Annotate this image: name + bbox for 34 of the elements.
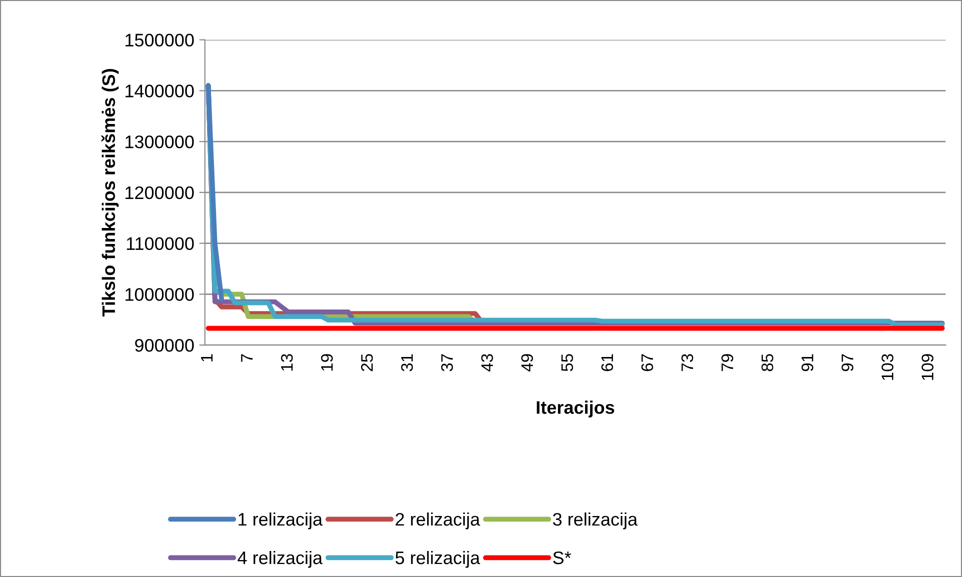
x-axis-title: Iteracijos — [536, 400, 614, 418]
x-tick-label: 49 — [521, 354, 534, 372]
y-tick-label: 1500000 — [126, 34, 194, 47]
y-tick-label: 1200000 — [126, 186, 194, 200]
legend-label: 1 relizacija — [238, 512, 323, 530]
x-tick-label: 19 — [321, 354, 333, 371]
x-tick-label: 31 — [401, 354, 413, 372]
y-tick-label: 1300000 — [126, 135, 194, 148]
x-tick-label: 91 — [802, 354, 814, 372]
x-tick-label: 67 — [641, 354, 654, 372]
x-tick-label: 7 — [241, 354, 253, 362]
x-tick-label: 25 — [361, 354, 373, 372]
x-tick-label: 85 — [761, 354, 774, 372]
x-tick-label: 55 — [561, 354, 574, 372]
legend-label: 5 relizacija — [396, 550, 480, 568]
x-tick-label: 109 — [922, 354, 934, 380]
legend-label: 2 relizacija — [396, 512, 480, 530]
y-tick-label: 1400000 — [126, 84, 194, 98]
x-tick-label: 97 — [842, 354, 854, 372]
y-tick-label: 1100000 — [126, 237, 194, 250]
x-tick-label: 37 — [441, 354, 453, 372]
x-tick-label: 13 — [280, 354, 293, 371]
x-tick-label: 1 — [201, 354, 213, 362]
x-tick-label: 43 — [481, 354, 493, 372]
x-tick-label: 61 — [601, 354, 614, 372]
x-tick-label: 79 — [721, 354, 734, 372]
y-tick-label: 1000000 — [126, 288, 194, 301]
legend-label: S* — [553, 551, 572, 564]
y-axis-title: Tikslo funkcijos reikšmės (S) — [101, 69, 119, 316]
legend-label: 3 relizacija — [553, 512, 638, 530]
x-tick-label: 103 — [882, 354, 894, 380]
legend-label: 4 relizacija — [238, 550, 323, 568]
x-tick-label: 73 — [681, 354, 694, 372]
y-tick-label: 900000 — [135, 338, 194, 352]
